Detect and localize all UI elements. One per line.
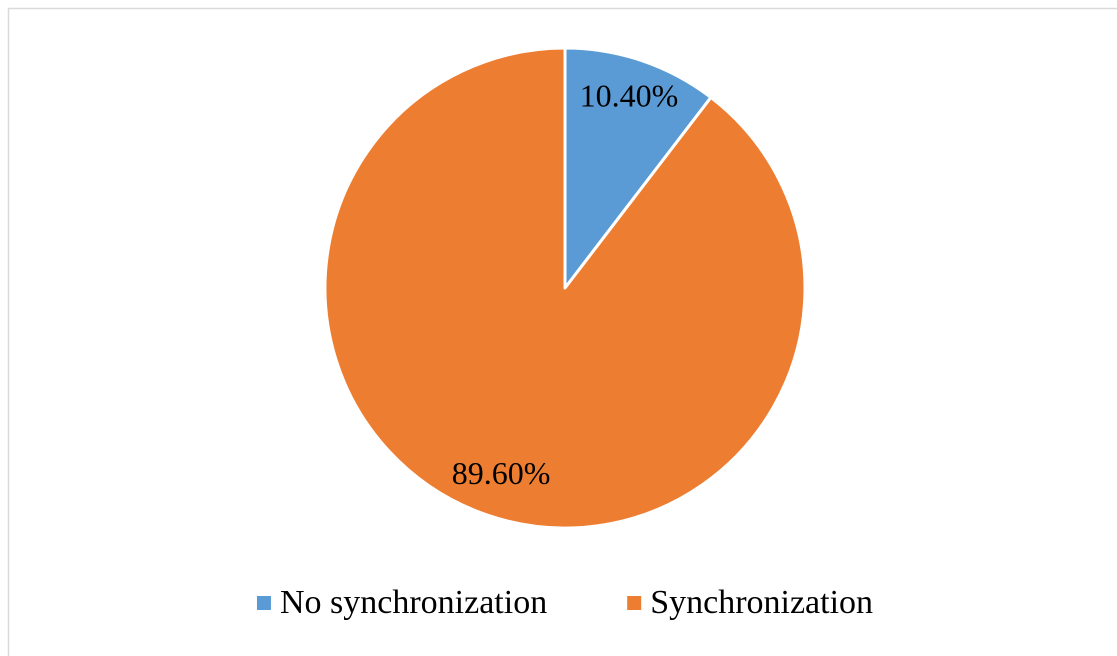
legend-swatch: [256, 596, 271, 610]
legend-label: Synchronization: [650, 584, 873, 621]
pie-slice: [563, 46, 713, 290]
pie-slice: [323, 46, 807, 530]
data-label: 89.60%: [452, 455, 551, 491]
legend-label: No synchronization: [280, 584, 547, 621]
legend-swatch: [627, 596, 642, 610]
data-label: 10.40%: [580, 78, 679, 114]
